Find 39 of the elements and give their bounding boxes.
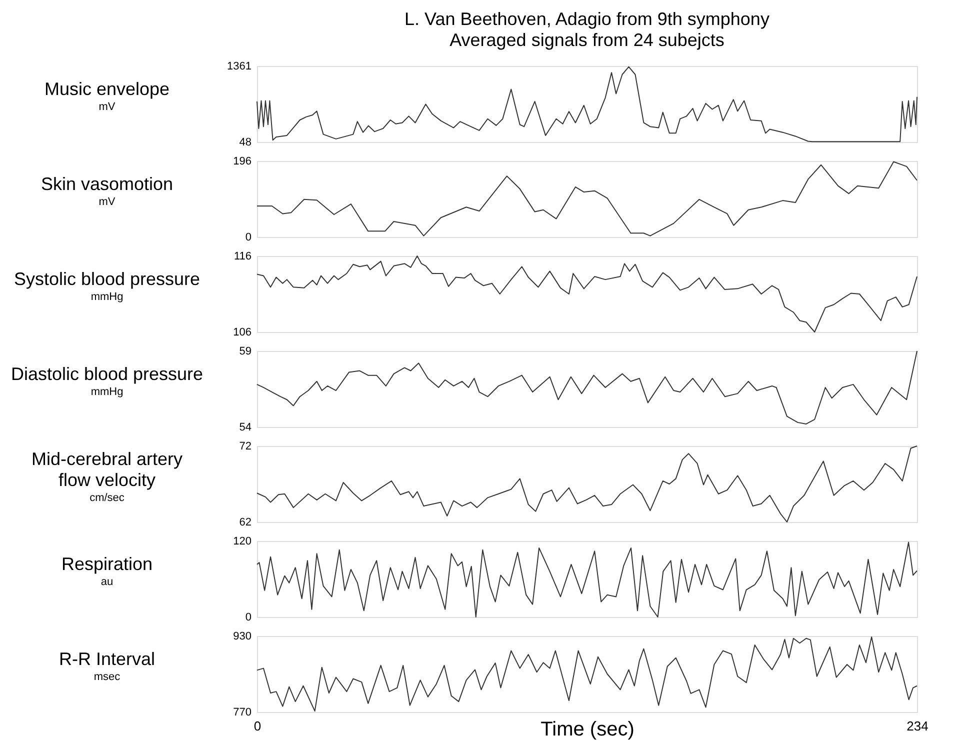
y-axis-title: Respiration bbox=[61, 554, 153, 574]
y-tick-label: 196 bbox=[233, 156, 252, 168]
y-tick-label: 120 bbox=[233, 536, 252, 548]
chart-subtitle: Averaged signals from 24 subejcts bbox=[450, 30, 724, 50]
y-tick-label: 0 bbox=[245, 612, 252, 624]
text: msec bbox=[94, 671, 121, 683]
y-tick-label: 106 bbox=[233, 326, 252, 338]
chart-title: L. Van Beethoven, Adagio from 9th symphony bbox=[404, 9, 770, 29]
y-axis-title: Diastolic blood pressure bbox=[10, 364, 204, 384]
line-series bbox=[256, 542, 918, 618]
y-tick-label: 72 bbox=[239, 440, 252, 452]
y-axis-title: Mid-cerebral artery flow velocity bbox=[31, 449, 183, 490]
line-series bbox=[256, 161, 918, 236]
y-tick-label: 116 bbox=[234, 250, 252, 262]
y-tick-label: 930 bbox=[233, 630, 252, 642]
line-series bbox=[256, 66, 918, 142]
text: mmHg bbox=[90, 291, 124, 303]
y-tick-label: 48 bbox=[239, 136, 252, 148]
y-axis-title: Skin vasomotion bbox=[40, 174, 174, 194]
y-tick-label: 54 bbox=[239, 422, 252, 434]
text: mmHg bbox=[90, 386, 124, 398]
line-series bbox=[256, 636, 918, 712]
y-tick-label: 1361 bbox=[227, 60, 252, 72]
x-axis-title: Time (sec) bbox=[540, 718, 634, 740]
y-axis-title: Systolic blood pressure bbox=[14, 269, 200, 289]
text: cm/sec bbox=[90, 492, 125, 504]
x-tick-label: 234 bbox=[906, 718, 928, 734]
y-tick-label: 0 bbox=[245, 232, 252, 244]
text: au bbox=[100, 576, 114, 588]
line-series bbox=[256, 446, 918, 522]
y-tick-label: 62 bbox=[239, 516, 252, 528]
line-series bbox=[256, 256, 918, 332]
text: mV bbox=[98, 196, 116, 208]
y-tick-label: 770 bbox=[233, 706, 252, 718]
y-axis-title: R-R Interval bbox=[58, 649, 156, 669]
y-axis-title: Music envelope bbox=[44, 79, 170, 99]
text: mV bbox=[98, 101, 116, 113]
y-tick-label: 59 bbox=[239, 346, 252, 358]
line-series bbox=[256, 350, 918, 424]
